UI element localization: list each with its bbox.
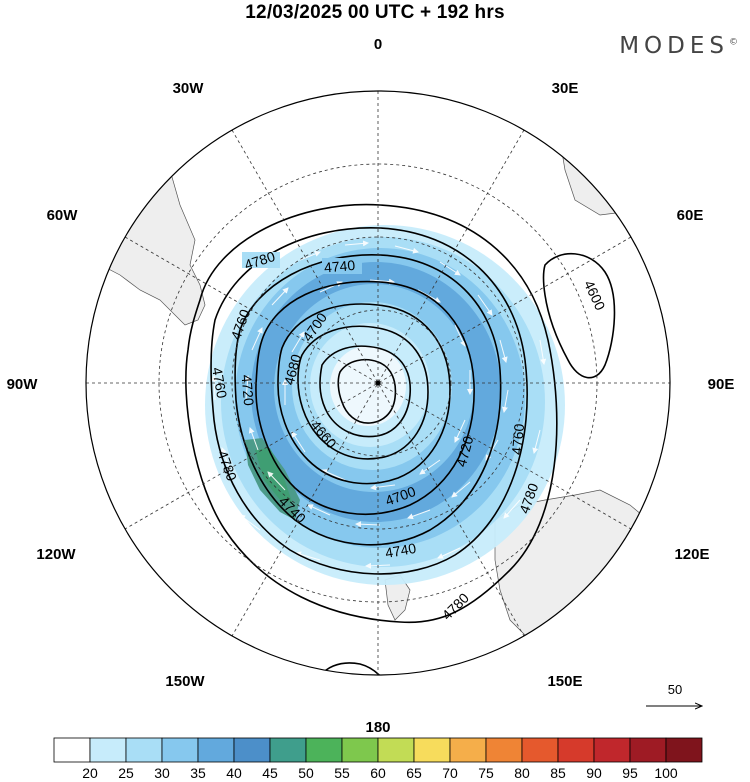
south-pole-marker [375,380,381,386]
colorbar-tick-label: 80 [514,765,530,781]
brand-name: MODES [619,33,729,59]
colorbar-tick-label: 55 [334,765,350,781]
colorbar-swatch [485,737,523,763]
map-disk: 4780 4740 4760 4700 4760 4720 4680 4660 … [86,91,670,675]
lon-label-60e: 60E [677,207,704,224]
colorbar-swatch [629,737,667,763]
contour-label: 4720 [239,374,258,407]
brand-logo: MODES© [619,33,738,59]
contour-label: 4740 [323,257,356,276]
colorbar-swatch [89,737,127,763]
colorbar-swatch [233,737,271,763]
colorbar-tick-label: 45 [262,765,278,781]
colorbar-tick-label: 30 [154,765,170,781]
contour-4720 [255,280,475,515]
colorbar-tick-label: 60 [370,765,386,781]
colorbar-swatch [53,737,91,763]
colorbar-swatch [557,737,595,763]
colorbar-tick-label: 35 [190,765,206,781]
lon-label-120e: 120E [674,546,709,563]
colorbar-swatch [377,737,415,763]
lon-label-90w: 90W [7,376,39,393]
contour-label: 4680 [281,352,305,386]
lon-label-60w: 60W [47,207,79,224]
lon-label-90e: 90E [708,376,735,393]
colorbar-swatch [593,737,631,763]
colorbar: 20 25 30 35 40 45 50 55 60 65 70 75 80 85 90 95 100 [53,737,703,781]
lon-label-180: 180 [365,719,390,736]
colorbar-tick-label: 85 [550,765,566,781]
lon-label-150e: 150E [547,673,582,690]
lon-label-120w: 120W [36,546,76,563]
colorbar-tick-label: 100 [654,765,678,781]
graticule [86,91,670,675]
contour-4700 [277,303,451,485]
colorbar-tick-label: 20 [82,765,98,781]
colorbar-tick-label: 40 [226,765,242,781]
colorbar-tick-label: 95 [622,765,638,781]
contour-labels: 4780 4740 4760 4700 4760 4720 4680 4660 … [209,248,609,623]
contour-label: 4740 [384,540,418,561]
longitude-labels: 0 30E 60E 90E 120E 150E 180 150W 120W 90… [7,36,735,736]
map-boundary [85,90,671,676]
map-title: 12/03/2025 00 UTC + 192 hrs [245,2,505,23]
lon-label-30w: 30W [173,80,205,97]
colorbar-swatch [521,737,559,763]
wind-scale-label: 50 [668,682,682,697]
lon-label-150w: 150W [165,673,205,690]
wind-shading [205,225,565,585]
lon-label-30e: 30E [552,80,579,97]
wind-scale: 50 [646,682,702,706]
colorbar-swatch [197,737,235,763]
colorbar-swatch [305,737,343,763]
contour-4780 [185,203,558,624]
colorbar-swatch [413,737,451,763]
contour-4760 [210,227,528,575]
height-contours [185,203,616,675]
colorbar-tick-label: 25 [118,765,134,781]
colorbar-tick-label: 90 [586,765,602,781]
colorbar-swatch [449,737,487,763]
brand-mark: © [729,37,738,48]
colorbar-swatch [125,737,163,763]
colorbar-swatch [161,737,199,763]
contour-label: 4720 [453,434,477,468]
colorbar-swatch [341,737,379,763]
contour-inner-low [337,358,397,424]
colorbar-swatch [665,737,703,763]
contour-label: 4760 [508,423,527,456]
contour-4600-high [542,252,616,379]
colorbar-tick-label: 70 [442,765,458,781]
lon-label-0: 0 [374,36,382,53]
colorbar-swatch [269,737,307,763]
africa-tip-land [589,149,631,176]
colorbar-tick-label: 75 [478,765,494,781]
colorbar-tick-label: 65 [406,765,422,781]
colorbar-tick-label: 50 [298,765,314,781]
